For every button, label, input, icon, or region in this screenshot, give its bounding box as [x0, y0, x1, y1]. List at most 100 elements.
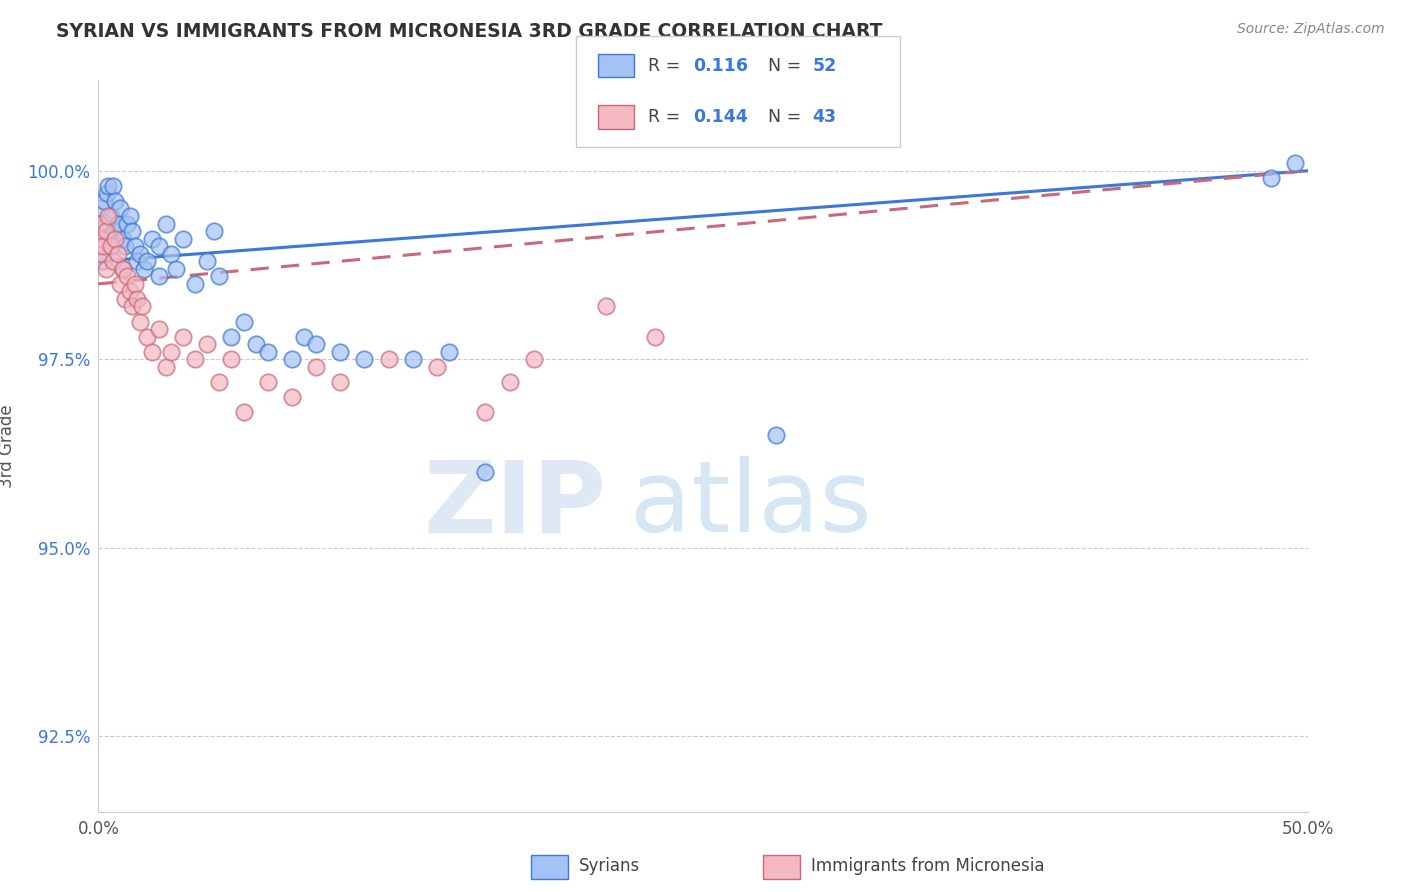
Point: [305, 359, 328, 374]
Point: [281, 390, 304, 404]
Point: [108, 202, 131, 216]
Point: [256, 344, 278, 359]
Point: [135, 254, 157, 268]
Point: [281, 352, 304, 367]
Point: [148, 269, 170, 284]
Point: [121, 300, 143, 314]
Point: [1260, 171, 1282, 186]
Point: [595, 300, 617, 314]
Point: [155, 359, 177, 374]
Point: [91, 239, 114, 253]
Point: [184, 277, 207, 291]
Point: [195, 254, 218, 268]
Text: N =: N =: [768, 108, 807, 126]
Point: [160, 246, 183, 260]
Y-axis label: 3rd Grade: 3rd Grade: [0, 404, 15, 488]
Point: [104, 232, 127, 246]
Point: [148, 239, 170, 253]
Text: R =: R =: [648, 108, 686, 126]
Point: [329, 344, 352, 359]
Point: [128, 246, 150, 260]
Point: [644, 329, 666, 343]
Point: [195, 337, 218, 351]
Point: [172, 232, 194, 246]
Text: ZIP: ZIP: [423, 456, 606, 553]
Point: [114, 239, 136, 253]
Point: [498, 375, 520, 389]
Point: [117, 217, 139, 231]
Point: [127, 292, 149, 306]
Point: [127, 254, 149, 268]
Point: [232, 315, 254, 329]
Point: [96, 186, 118, 201]
Point: [426, 359, 449, 374]
Point: [437, 344, 460, 359]
Point: [141, 344, 163, 359]
Text: 0.116: 0.116: [693, 57, 748, 75]
Point: [245, 337, 267, 351]
Point: [474, 405, 496, 419]
Point: [141, 232, 163, 246]
Point: [155, 217, 177, 231]
Point: [208, 375, 231, 389]
Text: 43: 43: [813, 108, 837, 126]
Point: [91, 254, 114, 268]
Point: [165, 261, 187, 276]
Point: [121, 224, 143, 238]
Point: [160, 344, 183, 359]
Point: [523, 352, 546, 367]
Point: [114, 292, 136, 306]
Point: [107, 246, 129, 260]
Point: [329, 375, 352, 389]
Point: [221, 352, 243, 367]
Point: [292, 329, 315, 343]
Point: [208, 269, 231, 284]
Point: [91, 232, 114, 246]
Point: [104, 194, 127, 208]
Text: SYRIAN VS IMMIGRANTS FROM MICRONESIA 3RD GRADE CORRELATION CHART: SYRIAN VS IMMIGRANTS FROM MICRONESIA 3RD…: [56, 22, 883, 41]
Point: [353, 352, 375, 367]
Point: [402, 352, 425, 367]
Point: [111, 261, 134, 276]
Point: [100, 239, 122, 253]
Point: [101, 178, 124, 193]
Point: [97, 209, 120, 223]
Point: [94, 217, 117, 231]
Point: [124, 277, 146, 291]
Point: [100, 239, 122, 253]
Point: [128, 315, 150, 329]
Point: [101, 224, 124, 238]
Point: [232, 405, 254, 419]
Point: [90, 202, 112, 216]
Point: [204, 224, 226, 238]
Point: [184, 352, 207, 367]
Point: [131, 300, 153, 314]
Point: [107, 217, 129, 231]
Point: [148, 322, 170, 336]
Text: Syrians: Syrians: [579, 857, 641, 875]
Point: [474, 466, 496, 480]
Text: atlas: atlas: [630, 456, 872, 553]
Point: [377, 352, 399, 367]
Point: [124, 239, 146, 253]
Point: [108, 277, 131, 291]
Point: [305, 337, 328, 351]
Point: [100, 209, 122, 223]
Text: R =: R =: [648, 57, 686, 75]
Text: Source: ZipAtlas.com: Source: ZipAtlas.com: [1237, 22, 1385, 37]
Text: 52: 52: [813, 57, 837, 75]
Point: [89, 224, 111, 238]
Point: [94, 261, 117, 276]
Point: [93, 194, 115, 208]
Point: [256, 375, 278, 389]
Point: [101, 254, 124, 268]
Point: [118, 209, 141, 223]
Point: [97, 178, 120, 193]
Point: [91, 239, 114, 253]
Point: [117, 269, 139, 284]
Text: Immigrants from Micronesia: Immigrants from Micronesia: [811, 857, 1045, 875]
Point: [135, 329, 157, 343]
Point: [111, 261, 134, 276]
Point: [765, 427, 787, 442]
Text: N =: N =: [768, 57, 807, 75]
